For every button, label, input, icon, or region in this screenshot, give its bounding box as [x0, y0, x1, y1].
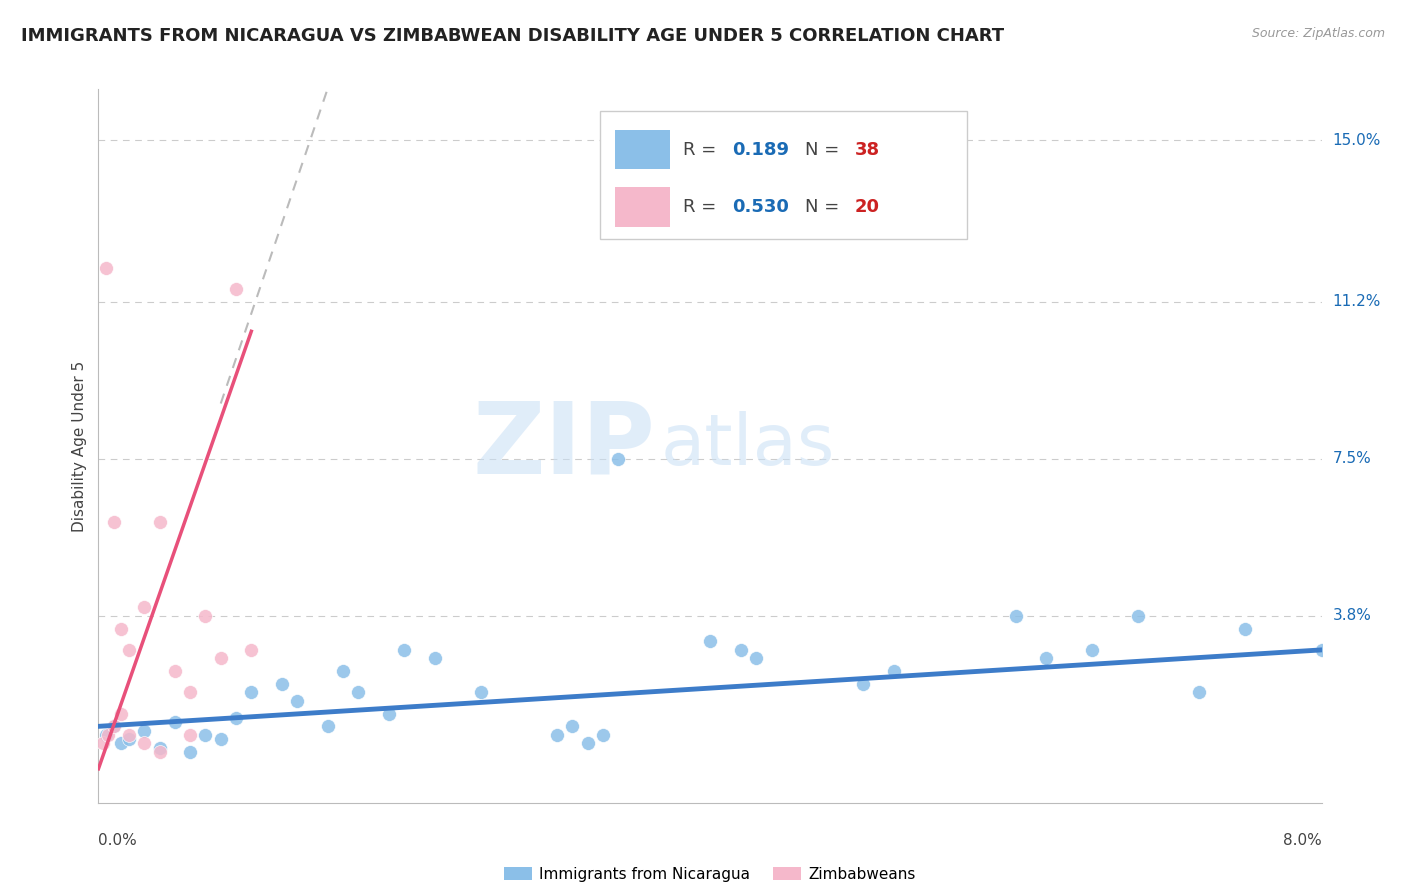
Point: [592, 728, 614, 742]
Point: [607, 451, 630, 466]
Point: [1081, 643, 1104, 657]
Point: [730, 643, 752, 657]
Point: [225, 282, 247, 296]
Text: R =: R =: [683, 198, 723, 216]
Point: [91, 736, 114, 750]
Point: [332, 664, 354, 678]
Point: [561, 719, 583, 733]
Point: [1310, 643, 1333, 657]
Point: [94, 260, 117, 275]
Y-axis label: Disability Age Under 5: Disability Age Under 5: [72, 360, 87, 532]
FancyBboxPatch shape: [600, 111, 967, 239]
Point: [745, 651, 768, 665]
Point: [347, 685, 370, 699]
Text: atlas: atlas: [661, 411, 835, 481]
Point: [163, 715, 186, 730]
Point: [378, 706, 401, 721]
Point: [118, 732, 141, 747]
Point: [1234, 622, 1257, 636]
Text: 7.5%: 7.5%: [1333, 451, 1371, 467]
Point: [699, 634, 721, 648]
Point: [149, 516, 172, 530]
Point: [1128, 608, 1150, 623]
Point: [883, 664, 905, 678]
Point: [179, 745, 201, 759]
Point: [194, 728, 217, 742]
Text: R =: R =: [683, 141, 723, 159]
Point: [576, 736, 599, 750]
Point: [1188, 685, 1211, 699]
Text: Source: ZipAtlas.com: Source: ZipAtlas.com: [1251, 27, 1385, 40]
Point: [852, 677, 875, 691]
Point: [97, 728, 120, 742]
Point: [194, 608, 217, 623]
Text: 38: 38: [855, 141, 880, 159]
Text: 0.0%: 0.0%: [98, 833, 138, 848]
Point: [1004, 608, 1026, 623]
Point: [118, 643, 141, 657]
Text: IMMIGRANTS FROM NICARAGUA VS ZIMBABWEAN DISABILITY AGE UNDER 5 CORRELATION CHART: IMMIGRANTS FROM NICARAGUA VS ZIMBABWEAN …: [21, 27, 1004, 45]
Point: [103, 719, 125, 733]
Point: [134, 600, 156, 615]
Point: [179, 685, 201, 699]
Point: [110, 736, 132, 750]
Point: [285, 694, 308, 708]
Point: [134, 736, 156, 750]
Legend: Immigrants from Nicaragua, Zimbabweans: Immigrants from Nicaragua, Zimbabweans: [498, 861, 922, 888]
Text: 0.530: 0.530: [733, 198, 789, 216]
Point: [1035, 651, 1057, 665]
Point: [110, 706, 132, 721]
Point: [149, 740, 172, 755]
Point: [94, 728, 117, 742]
Point: [240, 685, 263, 699]
Point: [134, 723, 156, 738]
Point: [179, 728, 201, 742]
Text: 15.0%: 15.0%: [1333, 133, 1381, 148]
Text: ZIP: ZIP: [472, 398, 655, 494]
Point: [103, 719, 125, 733]
Point: [316, 719, 339, 733]
Point: [103, 516, 125, 530]
FancyBboxPatch shape: [614, 187, 669, 227]
Text: 20: 20: [855, 198, 879, 216]
Text: 8.0%: 8.0%: [1282, 833, 1322, 848]
Point: [149, 745, 172, 759]
Point: [470, 685, 492, 699]
Point: [225, 711, 247, 725]
Point: [423, 651, 446, 665]
Text: N =: N =: [806, 198, 845, 216]
Point: [110, 622, 132, 636]
Point: [163, 664, 186, 678]
Point: [209, 651, 232, 665]
Text: 0.189: 0.189: [733, 141, 789, 159]
Text: N =: N =: [806, 141, 845, 159]
Point: [209, 732, 232, 747]
Text: 3.8%: 3.8%: [1333, 608, 1372, 624]
Text: 11.2%: 11.2%: [1333, 294, 1381, 310]
Point: [240, 643, 263, 657]
Point: [546, 728, 568, 742]
Point: [118, 728, 141, 742]
Point: [392, 643, 416, 657]
Point: [270, 677, 294, 691]
FancyBboxPatch shape: [614, 130, 669, 169]
